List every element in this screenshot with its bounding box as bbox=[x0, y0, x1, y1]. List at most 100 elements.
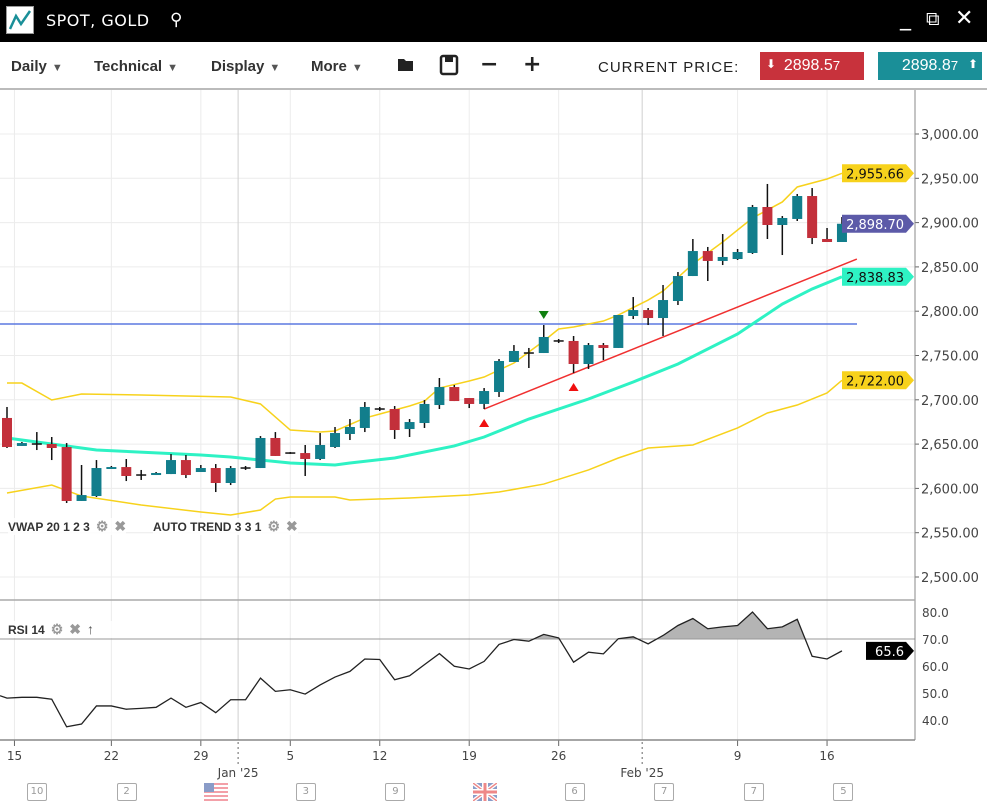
candle-body bbox=[76, 495, 87, 501]
menu-daily[interactable]: Daily ▼ bbox=[11, 58, 63, 75]
minimize-icon[interactable]: _ bbox=[900, 6, 911, 31]
caret-down-icon: ▼ bbox=[269, 62, 281, 74]
price-tick-label: 2,500.00 bbox=[921, 571, 979, 586]
price-tag-label: 2,898.70 bbox=[846, 218, 904, 233]
calendar-event-icon[interactable]: 10 bbox=[27, 783, 47, 801]
price-tick-label: 2,800.00 bbox=[921, 305, 979, 320]
price-tick-label: 2,550.00 bbox=[921, 527, 979, 542]
rsi-tick-label: 60.0 bbox=[922, 660, 949, 674]
ask-price-pip: 7 bbox=[950, 58, 959, 73]
date-tick-label: 29 bbox=[193, 749, 208, 763]
menu-technical[interactable]: Technical ▼ bbox=[94, 58, 178, 75]
bid-price-button[interactable]: ⬇ 2898.57 bbox=[760, 52, 864, 80]
candle-body bbox=[777, 217, 788, 225]
chart-logo-icon bbox=[6, 6, 34, 34]
indicator-lines bbox=[0, 172, 858, 516]
folder-open-icon[interactable] bbox=[396, 54, 416, 81]
search-icon[interactable]: ⚲ bbox=[170, 10, 183, 30]
candle-body bbox=[106, 467, 117, 469]
vwap-label: VWAP 20 1 2 3 bbox=[8, 520, 90, 534]
calendar-event-icon[interactable]: 7 bbox=[654, 783, 675, 801]
calendar-event-icon[interactable]: 3 bbox=[295, 783, 316, 801]
lower-band-line bbox=[6, 379, 843, 516]
candle-body bbox=[836, 223, 847, 243]
calendar-event-icon[interactable]: 9 bbox=[385, 783, 406, 801]
candle-body bbox=[16, 443, 27, 446]
rsi-tick-label: 40.0 bbox=[922, 714, 949, 728]
signal-up-icon bbox=[479, 419, 490, 428]
title-bar: SPOT, GOLD ⚲ _ ⧉ ✕ bbox=[0, 0, 987, 42]
candle-body bbox=[717, 256, 728, 261]
menu-label: Technical bbox=[94, 58, 163, 75]
price-tag bbox=[842, 164, 914, 183]
calendar-event-icon[interactable]: 7 bbox=[743, 783, 764, 801]
bid-price: 2898.5 bbox=[783, 57, 833, 74]
menu-more[interactable]: More ▼ bbox=[311, 58, 363, 75]
close-icon[interactable]: ✖ bbox=[69, 621, 81, 637]
gear-icon[interactable]: ⚙ bbox=[267, 518, 281, 534]
candle-body bbox=[658, 300, 669, 319]
caret-down-icon: ▼ bbox=[51, 62, 63, 74]
mid-line bbox=[6, 275, 843, 467]
date-tick-label: 22 bbox=[104, 749, 119, 763]
candle-body bbox=[762, 207, 773, 225]
candle-body bbox=[643, 310, 654, 319]
popout-icon[interactable]: ⧉ bbox=[926, 8, 940, 30]
arrow-up-icon: ⬆ bbox=[967, 57, 978, 71]
candle-body bbox=[747, 207, 758, 253]
month-label: Feb '25 bbox=[620, 766, 664, 780]
candle-body bbox=[792, 196, 803, 219]
price-tag bbox=[842, 371, 914, 390]
auto-trend-label: AUTO TREND 3 3 1 bbox=[153, 520, 262, 534]
gear-icon[interactable]: ⚙ bbox=[50, 621, 64, 637]
date-tick-label: 16 bbox=[819, 749, 834, 763]
signal-down-icon bbox=[538, 311, 549, 320]
candle-body bbox=[270, 437, 281, 456]
close-icon[interactable]: ✖ bbox=[286, 518, 298, 534]
candle-body bbox=[568, 340, 579, 365]
candle-body bbox=[583, 345, 594, 365]
candle-body bbox=[672, 276, 683, 302]
candle-body bbox=[404, 422, 415, 430]
candle-body bbox=[494, 360, 505, 393]
save-icon[interactable] bbox=[439, 54, 459, 83]
gear-icon[interactable]: ⚙ bbox=[95, 518, 109, 534]
close-icon[interactable]: ✕ bbox=[955, 6, 974, 31]
candle-body bbox=[46, 444, 57, 448]
candle-body bbox=[300, 453, 311, 459]
us-flag-icon[interactable] bbox=[204, 783, 229, 801]
auto-trend-legend: AUTO TREND 3 3 1 ⚙ ✖ bbox=[153, 518, 298, 535]
candle-body bbox=[464, 398, 475, 404]
calendar-event-icon[interactable]: 5 bbox=[833, 783, 854, 801]
uk-flag-icon[interactable] bbox=[471, 781, 499, 803]
current-price-label: CURRENT PRICE: bbox=[598, 59, 740, 76]
candle-body bbox=[91, 468, 102, 497]
menu-label: Daily bbox=[11, 58, 47, 75]
rsi-legend: RSI 14 ⚙ ✖ ↑ bbox=[8, 621, 134, 638]
candle-body bbox=[359, 406, 370, 428]
rsi-tick-label: 50.0 bbox=[922, 687, 949, 701]
candle-body bbox=[166, 460, 177, 475]
candle-body bbox=[180, 460, 191, 476]
candle-body bbox=[330, 433, 341, 448]
arrow-up-icon[interactable]: ↑ bbox=[86, 621, 94, 637]
calendar-event-icon[interactable]: 2 bbox=[116, 783, 137, 801]
close-icon[interactable]: ✖ bbox=[114, 518, 127, 534]
zoom-in-icon[interactable]: + bbox=[523, 52, 542, 77]
vwap-legend: VWAP 20 1 2 3 ⚙ ✖ bbox=[8, 518, 127, 535]
rsi-pane: 80.0 70.0 60.0 50.0 40.0 65.6 bbox=[0, 606, 949, 728]
ask-price-button[interactable]: 2898.87 ⬆ bbox=[878, 52, 982, 80]
menu-display[interactable]: Display ▼ bbox=[211, 58, 280, 75]
zoom-out-icon[interactable]: − bbox=[480, 52, 499, 77]
caret-down-icon: ▼ bbox=[167, 62, 178, 74]
bid-price-pip: 7 bbox=[832, 58, 841, 73]
ask-price: 2898.8 bbox=[901, 57, 951, 74]
calendar-event-icon[interactable]: 6 bbox=[564, 783, 585, 801]
toolbar: Daily ▼ Technical ▼ Display ▼ More ▼ − + CUR… bbox=[0, 42, 987, 90]
month-label: Jan '25 bbox=[217, 766, 259, 780]
date-tick-label: 5 bbox=[286, 749, 294, 763]
candle-body bbox=[419, 403, 430, 424]
candle-body bbox=[479, 391, 490, 404]
candle-body bbox=[195, 468, 206, 473]
